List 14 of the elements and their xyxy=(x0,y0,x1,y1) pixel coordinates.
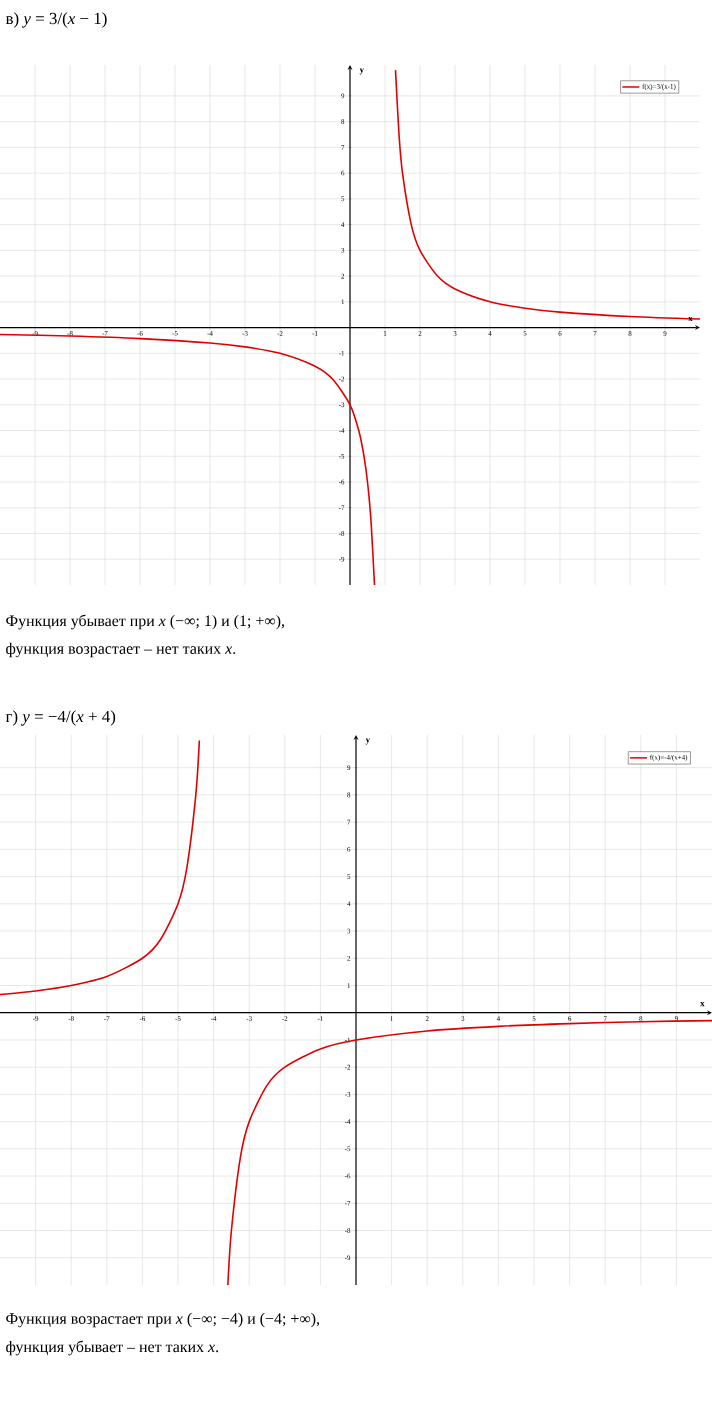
line-series xyxy=(227,1019,712,1285)
line-series xyxy=(0,333,376,585)
line-series xyxy=(0,739,201,996)
text: функция убывает – нет таких x. xyxy=(6,1340,219,1356)
chart-title: г) y = −4/(x + 4) xyxy=(5,710,116,726)
x-axis-title: x xyxy=(688,316,693,321)
y-axis-title: y xyxy=(365,738,370,745)
text: Функция убывает при x (−∞; 1) и (1; +∞), xyxy=(6,614,285,630)
text: Функция возрастает при x (−∞; −4) и (−4; +∞), xyxy=(6,1312,320,1328)
chart-title: в) y = 3/(x − 1) xyxy=(5,12,107,28)
text: функция возрастает – нет таких x. xyxy=(6,642,236,658)
line-series xyxy=(394,69,701,320)
x-axis-title: x xyxy=(700,1002,705,1007)
y-axis-title: y xyxy=(359,68,364,75)
